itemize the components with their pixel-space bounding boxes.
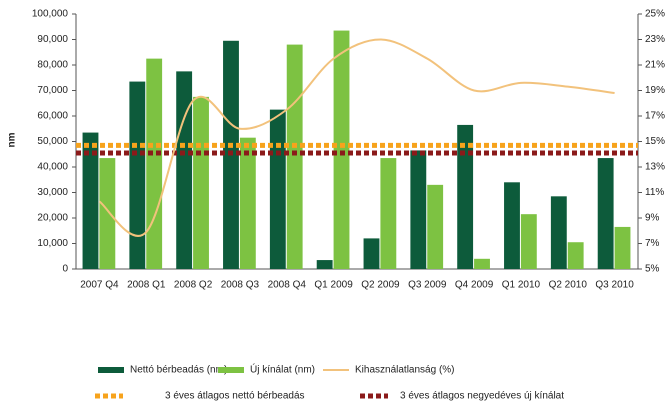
y-tick-label: 50,000 bbox=[37, 136, 68, 147]
bar bbox=[286, 44, 303, 269]
x-tick-label: 2008 Q4 bbox=[268, 280, 307, 291]
x-tick-label: Q1 2009 bbox=[314, 280, 353, 291]
x-tick-label: Q4 2009 bbox=[455, 280, 494, 291]
x-tick-label: 2007 Q4 bbox=[80, 280, 119, 291]
y2-tick-label: 7% bbox=[645, 238, 660, 249]
y2-tick-label: 5% bbox=[645, 264, 660, 275]
bar bbox=[333, 30, 350, 270]
y-tick-label: 30,000 bbox=[37, 187, 68, 198]
y2-tick-label: 9% bbox=[645, 213, 660, 224]
bar bbox=[597, 158, 614, 269]
bar bbox=[176, 71, 193, 269]
x-tick-label: 2008 Q1 bbox=[127, 280, 166, 291]
bar bbox=[193, 96, 209, 269]
x-tick-label: Q1 2010 bbox=[502, 280, 541, 291]
bar bbox=[316, 260, 333, 269]
bar bbox=[567, 242, 584, 269]
bar bbox=[269, 109, 286, 269]
y-tick-label: 60,000 bbox=[37, 111, 68, 122]
y2-tick-label: 23% bbox=[645, 34, 665, 45]
bar bbox=[614, 226, 631, 269]
bar bbox=[474, 258, 490, 269]
legend-swatch bbox=[98, 367, 124, 373]
y-tick-label: 70,000 bbox=[37, 85, 68, 96]
y2-tick-label: 21% bbox=[645, 60, 665, 71]
bar bbox=[427, 184, 444, 269]
bar bbox=[146, 58, 163, 269]
legend-label: Kihasználatlanság (%) bbox=[355, 365, 455, 376]
bar bbox=[82, 132, 99, 269]
line bbox=[98, 38, 615, 237]
y2-tick-label: 11% bbox=[645, 187, 664, 198]
y-axis-label: nm bbox=[7, 132, 18, 147]
legend-label: 3 éves átlagos nettó bérbeadás bbox=[165, 391, 305, 402]
x-tick-label: Q3 2009 bbox=[408, 280, 447, 291]
y2-tick-label: 15% bbox=[645, 136, 665, 147]
y-tick-label: 90,000 bbox=[37, 34, 68, 45]
y-tick-label: 10,000 bbox=[37, 238, 68, 249]
bar bbox=[504, 182, 520, 269]
x-tick-label: Q2 2010 bbox=[549, 280, 588, 291]
y-tick-label: 0 bbox=[62, 264, 68, 275]
legend-label: Nettó bérbeadás (nm) bbox=[130, 365, 227, 376]
x-tick-label: 2008 Q3 bbox=[221, 280, 260, 291]
y-tick-label: 100,000 bbox=[32, 9, 69, 20]
legend-label: 3 éves átlagos negyedéves új kínálat bbox=[400, 391, 564, 402]
bar bbox=[410, 150, 427, 269]
y2-tick-label: 19% bbox=[645, 85, 665, 96]
bar bbox=[129, 81, 146, 269]
x-tick-label: 2008 Q2 bbox=[174, 280, 213, 291]
bar bbox=[380, 158, 397, 269]
bar bbox=[99, 158, 116, 269]
bar bbox=[239, 137, 256, 269]
bar bbox=[457, 124, 474, 269]
bar bbox=[520, 214, 537, 269]
legend-label: Új kínálat (nm) bbox=[250, 363, 315, 376]
y-tick-label: 40,000 bbox=[37, 162, 68, 173]
y-tick-label: 20,000 bbox=[37, 213, 68, 224]
bar bbox=[550, 196, 567, 269]
y-tick-label: 80,000 bbox=[37, 60, 68, 71]
bar bbox=[363, 238, 380, 269]
y2-tick-label: 25% bbox=[645, 9, 665, 20]
y2-tick-label: 13% bbox=[645, 162, 665, 173]
x-tick-label: Q2 2009 bbox=[361, 280, 400, 291]
legend-swatch bbox=[218, 367, 244, 373]
x-tick-label: Q3 2010 bbox=[595, 280, 634, 291]
y2-tick-label: 17% bbox=[645, 111, 665, 122]
